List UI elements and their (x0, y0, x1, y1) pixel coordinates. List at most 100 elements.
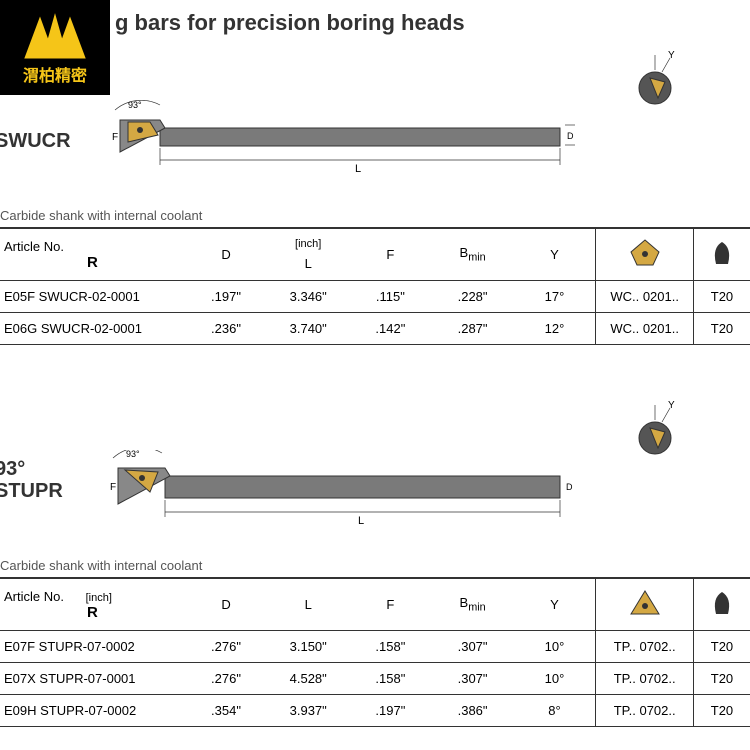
cell-article: E07X STUPR-07-0001 (0, 663, 185, 695)
cell-l: 3.346" (267, 281, 349, 313)
col-insert-icon (596, 228, 694, 281)
triangle-insert-icon (627, 587, 663, 619)
cell-d: .276" (185, 663, 267, 695)
cell-d: .197" (185, 281, 267, 313)
cell-insert: TP.. 0702.. (596, 663, 694, 695)
unit-label: [inch] (271, 238, 345, 250)
cell-f: .158" (349, 631, 431, 663)
cell-article: E05F SWUCR-02-0001 (0, 281, 185, 313)
unit-label: [inch] (86, 592, 112, 604)
cell-b: .228" (431, 281, 513, 313)
hdr-l: L (271, 256, 345, 271)
cell-b: .307" (431, 631, 513, 663)
hdr-article: Article No. (4, 239, 181, 254)
cell-insert: WC.. 0201.. (596, 281, 694, 313)
section-label: SWUCR (0, 130, 71, 153)
cell-tool: T20 (693, 313, 750, 345)
cell-l: 4.528" (267, 663, 349, 695)
cell-y: 8° (514, 695, 596, 727)
tool-icon (708, 238, 736, 268)
table-row: E05F SWUCR-02-0001.197"3.346".115".228"1… (0, 281, 750, 313)
logo-mountain-icon (20, 10, 90, 60)
logo-text: 渭柏精密 (23, 62, 87, 86)
cell-l: 3.740" (267, 313, 349, 345)
cell-y: 12° (514, 313, 596, 345)
logo: 渭柏精密 (0, 0, 110, 95)
table-row: E07F STUPR-07-0002.276"3.150".158".307"1… (0, 631, 750, 663)
trigon-insert-icon (627, 237, 663, 269)
col-insert-icon (596, 578, 694, 631)
svg-text:D: D (566, 482, 573, 492)
cell-d: .276" (185, 631, 267, 663)
svg-text:F: F (110, 482, 116, 493)
col-b: Bmin (431, 578, 513, 631)
table-header-row: Article No. R D [inch] L F Bmin Y (0, 228, 750, 281)
specs-table-swucr: Article No. R D [inch] L F Bmin Y E05 (0, 227, 750, 345)
svg-text:D: D (567, 131, 574, 141)
cell-b: .386" (431, 695, 513, 727)
col-article: Article No. [inch] R (0, 578, 185, 631)
svg-text:L: L (355, 163, 361, 175)
col-f: F (349, 228, 431, 281)
table-row: E09H STUPR-07-0002.354"3.937".197".386"8… (0, 695, 750, 727)
cell-b: .287" (431, 313, 513, 345)
specs-table-stupr: Article No. [inch] R D L F Bmin Y E07F S… (0, 577, 750, 727)
cell-f: .158" (349, 663, 431, 695)
col-d: D (185, 228, 267, 281)
cell-article: E06G SWUCR-02-0001 (0, 313, 185, 345)
boring-bar-diagram-icon: 93° L F D (110, 100, 580, 190)
diagram-stupr: 93° STUPR 93° L F D Y (0, 440, 750, 540)
subtitle: Carbide shank with internal coolant (0, 208, 750, 223)
hdr-r: R (4, 604, 181, 621)
cell-f: .197" (349, 695, 431, 727)
cell-d: .236" (185, 313, 267, 345)
insert-angle-icon: Y (630, 400, 690, 460)
cell-l: 3.937" (267, 695, 349, 727)
tool-icon (708, 588, 736, 618)
cell-insert: TP.. 0702.. (596, 695, 694, 727)
boring-bar-diagram-icon: 93° L F D (110, 450, 580, 540)
cell-l: 3.150" (267, 631, 349, 663)
cell-article: E09H STUPR-07-0002 (0, 695, 185, 727)
cell-tool: T20 (693, 695, 750, 727)
col-l: L (267, 578, 349, 631)
cell-y: 10° (514, 663, 596, 695)
cell-d: .354" (185, 695, 267, 727)
svg-text:Y: Y (668, 400, 675, 411)
col-f: F (349, 578, 431, 631)
cell-f: .115" (349, 281, 431, 313)
cell-f: .142" (349, 313, 431, 345)
cell-y: 10° (514, 631, 596, 663)
col-d: D (185, 578, 267, 631)
cell-tool: T20 (693, 663, 750, 695)
table-row: E06G SWUCR-02-0001.236"3.740".142".287"1… (0, 313, 750, 345)
col-tool-icon (693, 228, 750, 281)
subtitle: Carbide shank with internal coolant (0, 558, 750, 573)
hdr-r: R (4, 254, 181, 271)
col-y: Y (514, 228, 596, 281)
angle-label: 93° (128, 100, 142, 110)
hdr-article: Article No. (4, 589, 64, 604)
section-angle: 93° (0, 458, 25, 481)
section-swucr: SWUCR 93° L F D Y Carbide shank with in (0, 90, 750, 345)
page-title: g bars for precision boring heads (115, 10, 465, 36)
svg-text:L: L (358, 515, 364, 527)
section-stupr: 93° STUPR 93° L F D Y Carbide shank with… (0, 440, 750, 727)
table-row: E07X STUPR-07-0001.276"4.528".158".307"1… (0, 663, 750, 695)
svg-text:93°: 93° (126, 450, 140, 459)
cell-article: E07F STUPR-07-0002 (0, 631, 185, 663)
table-header-row: Article No. [inch] R D L F Bmin Y (0, 578, 750, 631)
cell-tool: T20 (693, 281, 750, 313)
col-y: Y (514, 578, 596, 631)
svg-text:F: F (112, 132, 118, 143)
cell-insert: TP.. 0702.. (596, 631, 694, 663)
insert-angle-icon: Y (630, 50, 690, 110)
col-b: Bmin (431, 228, 513, 281)
cell-tool: T20 (693, 631, 750, 663)
diagram-swucr: SWUCR 93° L F D Y (0, 90, 750, 190)
cell-y: 17° (514, 281, 596, 313)
section-label: STUPR (0, 480, 63, 503)
col-tool-icon (693, 578, 750, 631)
col-article: Article No. R (0, 228, 185, 281)
col-l: [inch] L (267, 228, 349, 281)
